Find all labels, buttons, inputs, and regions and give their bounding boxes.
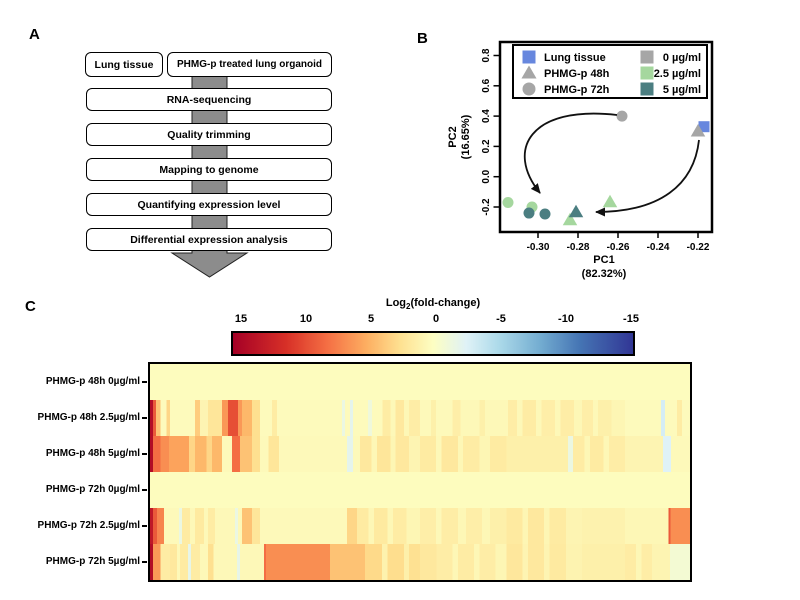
colorbar-title-rest: (fold-change)	[410, 297, 481, 309]
panel-a-label: A	[29, 26, 40, 43]
colorbar-tick-label: -15	[623, 313, 639, 325]
colorbar-tick-label: 15	[234, 313, 248, 325]
heatmap-row-label: PHMG-p 48h 0µg/ml	[45, 376, 140, 387]
pca-point	[568, 204, 584, 218]
pca-point	[523, 207, 535, 219]
flow-box-mapping-genome: Mapping to genome	[86, 158, 332, 181]
heatmap-row	[150, 400, 690, 436]
flow-box-quality-trimming: Quality trimming	[86, 123, 332, 146]
flow-box-phmg-organoid: PHMG-p treated lung organoid	[167, 52, 332, 77]
legend-dose-swatch-icon	[640, 50, 654, 64]
colorbar-tick-label: -10	[558, 313, 574, 325]
pca-point	[562, 212, 578, 226]
heatmap-row-tick	[142, 381, 147, 383]
pca-plot-border	[498, 40, 714, 234]
y-tick-label: 0.0	[481, 169, 492, 183]
legend-shape-label: Lung tissue	[544, 52, 606, 64]
pca-plot: -0.30 -0.28 -0.26 -0.24 -0.22 0.8 0.6 0.4 0.2 0.0…	[447, 40, 714, 280]
trajectory-arrow	[595, 139, 700, 217]
legend-dose-swatch-icon	[640, 66, 654, 80]
y-tick-label: 0.8	[481, 48, 492, 62]
colorbar-title-sub: 2	[406, 302, 411, 312]
pca-legend-box	[512, 44, 708, 99]
heatmap-row	[150, 364, 690, 400]
legend-shape-label: PHMG-p 48h	[544, 68, 610, 80]
heatmap-row	[150, 436, 690, 472]
y-axis-title: PC2	[447, 126, 459, 147]
y-tick-label: -0.2	[481, 198, 492, 216]
colorbar-gradient	[231, 331, 635, 356]
x-tick-label: -0.22	[687, 242, 710, 253]
pca-point	[539, 208, 551, 220]
flow-box-differential-expression: Differential expression analysis	[86, 228, 332, 251]
heatmap-row-tick	[142, 453, 147, 455]
legend-square-icon	[522, 50, 536, 64]
x-axis-title: PC1	[593, 254, 614, 266]
heatmap-row-tick	[142, 525, 147, 527]
legend-dose-swatch-icon	[640, 82, 654, 96]
heatmap-row-tick	[142, 489, 147, 491]
legend-dose-label: 5 µg/ml	[663, 84, 701, 96]
colorbar-title: Log2(fold-change)	[233, 297, 633, 311]
x-tick-label: -0.30	[527, 242, 550, 253]
colorbar-tick-label: 5	[367, 313, 375, 325]
colorbar-title-base: Log	[385, 297, 407, 309]
flow-box-rna-sequencing: RNA-sequencing	[86, 88, 332, 111]
heatmap-row-tick	[142, 561, 147, 563]
x-tick-label: -0.26	[607, 242, 630, 253]
y-tick-label: 0.4	[481, 109, 492, 123]
x-tick-label: -0.28	[567, 242, 590, 253]
heatmap-row-label: PHMG-p 48h 5µg/ml	[45, 448, 140, 459]
pca-point	[690, 124, 706, 137]
legend-dose-label: 0 µg/ml	[663, 52, 701, 64]
heatmap-row-label: PHMG-p 72h 0µg/ml	[45, 484, 140, 495]
heatmap-row-label: PHMG-p 48h 2.5µg/ml	[37, 412, 140, 423]
y-tick-label: 0.6	[481, 78, 492, 92]
legend-circle-icon	[522, 82, 536, 96]
colorbar-tick-label: 10	[299, 313, 313, 325]
x-axis-subtitle: (82.32%)	[582, 268, 627, 280]
heatmap-row-label: PHMG-p 72h 2.5µg/ml	[37, 520, 140, 531]
heatmap-row-label: PHMG-p 72h 5µg/ml	[45, 556, 140, 567]
colorbar-tick-label: 0	[432, 313, 440, 325]
colorbar-tick-label: -5	[496, 313, 506, 325]
y-axis-subtitle: (16.65%)	[460, 114, 472, 159]
panel-c-label: C	[25, 298, 36, 315]
flow-box-lung-tissue: Lung tissue	[85, 52, 163, 77]
legend-dose-label: 2.5 µg/ml	[654, 68, 701, 80]
legend-shape-label: PHMG-p 72h	[544, 84, 610, 96]
trajectory-arrow	[523, 112, 618, 194]
heatmap-row	[150, 508, 690, 544]
legend-triangle-icon	[521, 65, 537, 79]
pca-point	[502, 196, 514, 208]
pca-point	[616, 110, 628, 122]
heatmap-grid	[148, 362, 692, 582]
x-tick-label: -0.24	[647, 242, 670, 253]
heatmap-row-tick	[142, 417, 147, 419]
pca-point	[602, 194, 618, 208]
flow-box-quantify-expression: Quantifying expression level	[86, 193, 332, 216]
y-tick-label: 0.2	[481, 139, 492, 153]
pca-point	[698, 121, 710, 133]
heatmap-row	[150, 544, 690, 580]
panel-b-label: B	[417, 30, 428, 47]
heatmap-row	[150, 472, 690, 508]
